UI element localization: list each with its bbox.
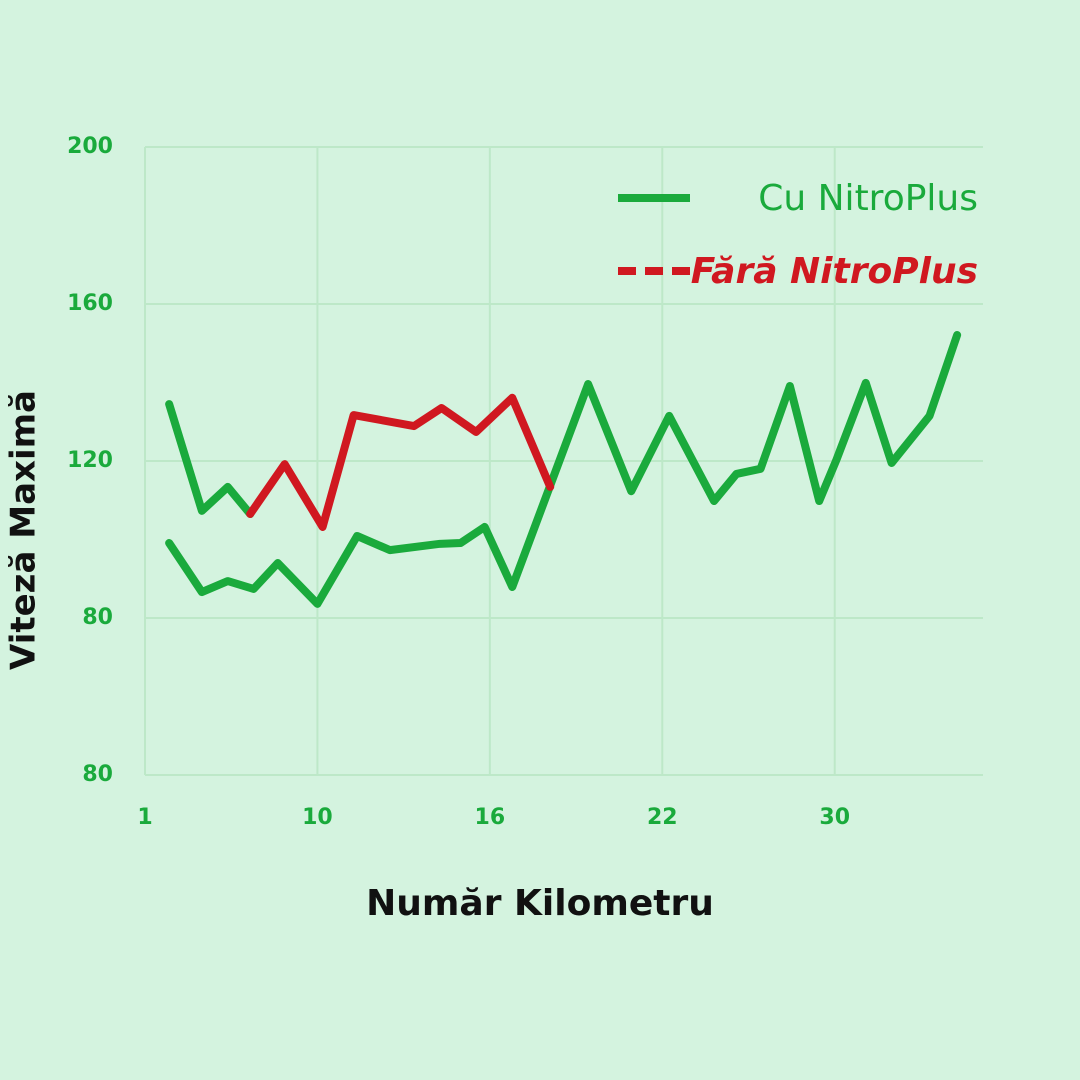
x-tick-label: 16	[475, 805, 506, 830]
x-tick-label: 22	[647, 805, 678, 830]
x-tick-label: 1	[137, 805, 152, 830]
legend-label: Cu NitroPlus	[758, 178, 978, 219]
line	[165, 400, 255, 518]
x-axis-title: Număr Kilometru	[366, 883, 714, 924]
y-tick-label: 160	[67, 291, 113, 316]
y-axis-title: Viteză Maximă	[4, 390, 44, 670]
y-tick-label: 80	[82, 605, 113, 630]
x-tick-label: 10	[302, 805, 333, 830]
y-tick-label: 200	[67, 134, 113, 159]
x-tick-label: 30	[819, 805, 850, 830]
legend-label: Fără NitroPlus	[691, 251, 978, 292]
y-tick-label: 120	[67, 448, 113, 473]
y-tick-label: 80	[82, 762, 113, 787]
line	[246, 393, 555, 531]
line	[165, 331, 962, 608]
